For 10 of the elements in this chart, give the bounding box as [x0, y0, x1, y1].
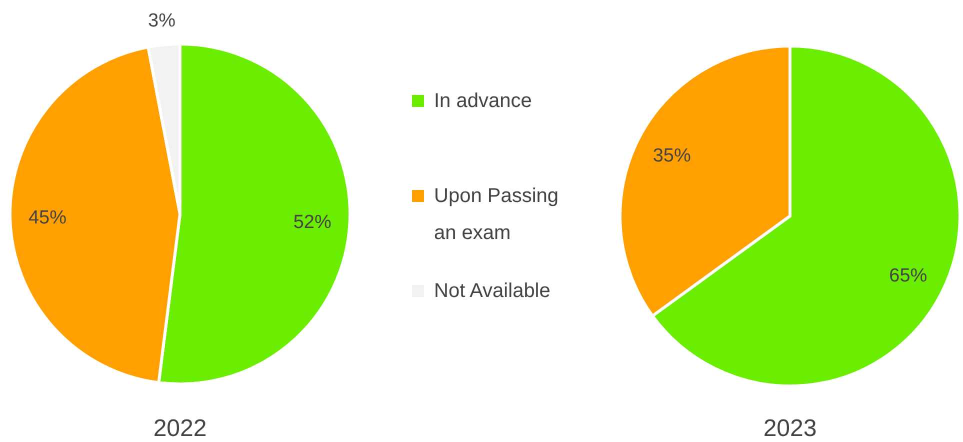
- data-label: 52%: [293, 212, 332, 233]
- slice-label: 2022: [153, 415, 207, 442]
- data-label: 65%: [889, 266, 928, 287]
- legend-label: In advance: [434, 90, 532, 112]
- slice-label: 2023: [763, 415, 817, 442]
- legend-label: Upon Passing an exam: [434, 185, 559, 244]
- legend-label: Not Available: [434, 280, 550, 302]
- data-label: 35%: [652, 145, 691, 166]
- data-label: 45%: [28, 208, 67, 229]
- data-label: 3%: [148, 10, 176, 32]
